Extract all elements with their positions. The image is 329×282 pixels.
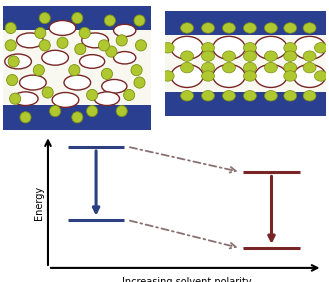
Ellipse shape — [94, 92, 119, 105]
Ellipse shape — [75, 43, 86, 55]
Ellipse shape — [181, 62, 193, 73]
Bar — [164, 92, 326, 116]
Ellipse shape — [265, 23, 277, 33]
Bar — [3, 6, 151, 30]
Ellipse shape — [20, 75, 46, 90]
Ellipse shape — [50, 105, 61, 117]
Ellipse shape — [293, 36, 326, 59]
Ellipse shape — [102, 80, 127, 93]
Ellipse shape — [82, 33, 109, 48]
Ellipse shape — [222, 62, 236, 73]
Ellipse shape — [39, 40, 50, 51]
Ellipse shape — [42, 50, 68, 65]
Ellipse shape — [284, 51, 297, 61]
Ellipse shape — [303, 62, 316, 73]
Ellipse shape — [134, 15, 145, 26]
Ellipse shape — [243, 62, 256, 73]
Ellipse shape — [243, 23, 256, 33]
Ellipse shape — [255, 36, 287, 59]
Ellipse shape — [87, 105, 98, 117]
Ellipse shape — [39, 12, 50, 24]
Ellipse shape — [35, 27, 46, 39]
Ellipse shape — [303, 91, 316, 101]
Ellipse shape — [315, 71, 327, 81]
Ellipse shape — [101, 68, 113, 80]
Ellipse shape — [284, 91, 297, 101]
Ellipse shape — [116, 105, 127, 117]
Ellipse shape — [293, 65, 326, 87]
Ellipse shape — [106, 46, 117, 57]
Ellipse shape — [72, 12, 83, 24]
Ellipse shape — [87, 89, 98, 101]
Ellipse shape — [202, 23, 215, 33]
Ellipse shape — [303, 23, 316, 33]
Ellipse shape — [171, 36, 203, 59]
Ellipse shape — [114, 24, 136, 37]
Ellipse shape — [42, 87, 53, 98]
Ellipse shape — [284, 23, 297, 33]
Ellipse shape — [161, 43, 174, 53]
Ellipse shape — [222, 91, 236, 101]
Ellipse shape — [284, 62, 297, 73]
Ellipse shape — [72, 112, 83, 123]
Ellipse shape — [7, 74, 18, 86]
Ellipse shape — [79, 27, 90, 39]
Bar — [3, 105, 151, 130]
Ellipse shape — [243, 43, 256, 53]
Ellipse shape — [136, 40, 146, 51]
Ellipse shape — [265, 91, 277, 101]
Ellipse shape — [8, 56, 19, 67]
Ellipse shape — [202, 43, 215, 53]
Ellipse shape — [284, 43, 297, 53]
Ellipse shape — [57, 37, 68, 49]
Ellipse shape — [5, 54, 32, 69]
Ellipse shape — [104, 15, 115, 26]
Ellipse shape — [52, 92, 79, 107]
Ellipse shape — [98, 40, 110, 51]
Ellipse shape — [80, 55, 105, 68]
Ellipse shape — [13, 92, 38, 105]
Ellipse shape — [202, 51, 215, 61]
Ellipse shape — [124, 89, 135, 101]
Ellipse shape — [171, 65, 203, 87]
Ellipse shape — [5, 22, 16, 34]
Ellipse shape — [243, 71, 256, 81]
Ellipse shape — [265, 62, 277, 73]
Ellipse shape — [16, 33, 43, 48]
Ellipse shape — [5, 40, 16, 51]
Ellipse shape — [243, 51, 256, 61]
Ellipse shape — [181, 23, 193, 33]
Ellipse shape — [243, 91, 256, 101]
Ellipse shape — [315, 43, 327, 53]
Ellipse shape — [181, 51, 193, 61]
Ellipse shape — [213, 65, 245, 87]
Ellipse shape — [161, 71, 174, 81]
Ellipse shape — [213, 36, 245, 59]
Ellipse shape — [222, 51, 236, 61]
Text: Increasing solvent polarity: Increasing solvent polarity — [122, 277, 251, 282]
Ellipse shape — [64, 75, 91, 90]
Ellipse shape — [202, 71, 215, 81]
Ellipse shape — [20, 112, 31, 123]
Bar — [164, 11, 326, 35]
Ellipse shape — [10, 93, 21, 104]
Ellipse shape — [202, 62, 215, 73]
Ellipse shape — [134, 77, 145, 88]
Text: Energy: Energy — [35, 186, 44, 220]
Ellipse shape — [284, 71, 297, 81]
Ellipse shape — [131, 65, 142, 76]
Ellipse shape — [181, 91, 193, 101]
Ellipse shape — [255, 65, 287, 87]
Ellipse shape — [222, 23, 236, 33]
Ellipse shape — [33, 65, 44, 76]
Ellipse shape — [49, 21, 76, 36]
Ellipse shape — [114, 52, 136, 64]
Ellipse shape — [202, 91, 215, 101]
Ellipse shape — [116, 35, 127, 46]
Ellipse shape — [303, 51, 316, 61]
Ellipse shape — [265, 51, 277, 61]
Ellipse shape — [69, 65, 80, 76]
